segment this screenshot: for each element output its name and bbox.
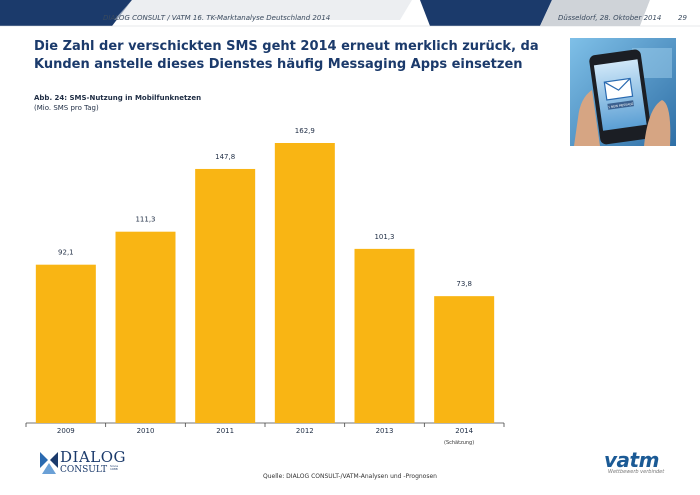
data-label-2009: 92,1 — [58, 249, 74, 257]
logo-consult-word: CONSULT — [60, 465, 108, 475]
smartphone-photo: 1 NEW MESSAGE — [570, 38, 676, 146]
x-tick-label-2010: 2010 — [137, 427, 155, 435]
header-grey-shape — [540, 0, 650, 26]
dialog-consult-logo: DIALOG CONSULT Since 1988 — [38, 448, 126, 478]
bar-2013 — [354, 248, 415, 423]
header-date: Düsseldorf, 28. Oktober 2014 — [558, 14, 662, 22]
x-tick-label-2013: 2013 — [376, 427, 394, 435]
bar-2009 — [35, 264, 96, 423]
header-report-title: DIALOG CONSULT / VATM 16. TK-Marktanalys… — [103, 14, 331, 22]
data-label-2013: 101,3 — [374, 233, 394, 241]
logo-since-text: Since 1988 — [110, 464, 119, 471]
vatm-tagline: Wettbewerb verbindet — [608, 469, 665, 475]
logo-dialog-word: DIALOG — [60, 448, 127, 466]
slide-title: Die Zahl der verschickten SMS geht 2014 … — [34, 39, 539, 72]
estimate-note: (Schätzung) — [444, 440, 475, 446]
bar-2011 — [195, 168, 256, 423]
phone-screen-label: 1 NEW MESSAGE — [608, 102, 634, 110]
header-white-shape — [640, 0, 700, 26]
data-label-2010: 111,3 — [135, 216, 155, 224]
header-band — [0, 0, 700, 27]
figure-unit: (Mio. SMS pro Tag) — [34, 104, 99, 112]
vatm-wordmark: vatm — [604, 448, 659, 472]
x-tick-label-2011: 2011 — [216, 427, 234, 435]
source-note: Quelle: DIALOG CONSULT-/VATM-Analysen un… — [263, 473, 437, 480]
header-light-shape — [114, 0, 412, 20]
header-navy-shape — [0, 0, 132, 26]
bar-2014 — [434, 296, 495, 423]
bar-2010 — [115, 231, 176, 423]
header-navy-shape-right — [420, 0, 552, 26]
figure-caption: Abb. 24: SMS-Nutzung in Mobilfunknetzen — [34, 94, 202, 102]
x-tick-label-2014: 2014 — [455, 427, 473, 435]
x-tick-label-2009: 2009 — [57, 427, 75, 435]
vatm-logo: vatm Wettbewerb verbindet — [604, 448, 670, 476]
page-number: 29 — [678, 14, 687, 22]
dialog-logo-mark — [40, 452, 58, 474]
bar-2012 — [274, 143, 335, 423]
data-label-2011: 147,8 — [215, 153, 235, 161]
data-label-2012: 162,9 — [295, 127, 315, 135]
x-tick-label-2012: 2012 — [296, 427, 314, 435]
data-label-2014: 73,8 — [456, 280, 472, 288]
